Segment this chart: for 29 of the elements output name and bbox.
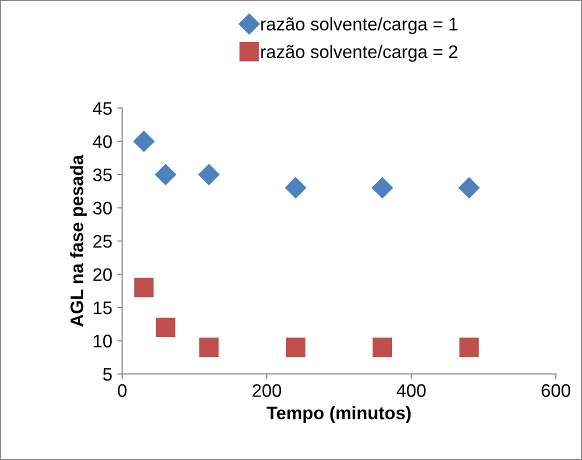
point [286, 338, 306, 358]
point [372, 177, 393, 198]
x-tick-label: 200 [252, 384, 282, 397]
point [156, 318, 176, 338]
x-tick-label: 0 [118, 384, 127, 397]
point [134, 278, 154, 298]
point [133, 130, 154, 152]
point [155, 164, 176, 186]
point [372, 338, 392, 358]
y-axis-title: AGL na fase pesada [70, 154, 87, 327]
y-tick-label: 25 [93, 234, 112, 248]
y-tick-label: 30 [93, 202, 112, 215]
legend-label: razão solvente/carga = 1 [261, 17, 458, 34]
y-tick-label: 10 [94, 334, 112, 348]
x-tick-label: 600 [542, 384, 570, 397]
point [459, 338, 479, 358]
y-tick-label: 20 [93, 268, 112, 281]
point [199, 338, 219, 358]
point [285, 177, 306, 198]
y-tick-label: 45 [92, 102, 112, 115]
legend-label: razão solvente/carga = 2 [261, 44, 458, 62]
point [458, 177, 480, 198]
y-tick-label: 15 [94, 302, 112, 314]
y-tick-label: 40 [92, 135, 112, 148]
point [198, 164, 220, 186]
y-tick-label: 5 [103, 368, 112, 381]
x-tick-label: 400 [396, 384, 426, 397]
y-tick-label: 35 [93, 168, 112, 182]
x-axis-title: Tempo (minutos) [266, 406, 411, 423]
